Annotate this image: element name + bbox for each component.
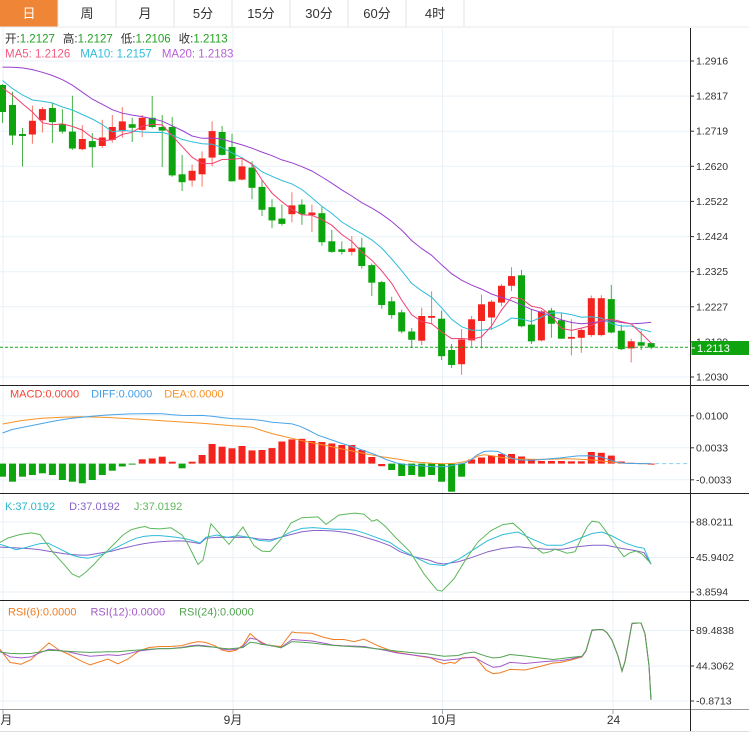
svg-text:-0.8713: -0.8713 xyxy=(696,696,732,708)
svg-text:8月: 8月 xyxy=(0,713,12,727)
svg-text:1.2227: 1.2227 xyxy=(696,301,728,313)
svg-text:60分: 60分 xyxy=(363,6,390,21)
svg-text:1.2424: 1.2424 xyxy=(696,231,728,243)
svg-text:1.2916: 1.2916 xyxy=(696,56,728,68)
svg-text:月: 月 xyxy=(138,6,151,21)
svg-text:1.2620: 1.2620 xyxy=(696,161,728,173)
svg-text:3.8594: 3.8594 xyxy=(696,587,728,599)
svg-text:88.0211: 88.0211 xyxy=(696,517,733,529)
svg-text:45.9402: 45.9402 xyxy=(696,552,734,564)
svg-text:5分: 5分 xyxy=(193,6,213,21)
svg-text:周: 周 xyxy=(80,6,93,21)
svg-text:4时: 4时 xyxy=(425,6,445,21)
svg-text:1.2817: 1.2817 xyxy=(696,91,728,103)
svg-text:1.2030: 1.2030 xyxy=(696,372,728,384)
svg-text:1.2325: 1.2325 xyxy=(696,266,728,278)
svg-text:0.0033: 0.0033 xyxy=(696,442,728,454)
svg-text:1.2522: 1.2522 xyxy=(696,196,728,208)
svg-text:10月: 10月 xyxy=(431,713,456,727)
svg-text:0.0100: 0.0100 xyxy=(696,410,728,422)
svg-text:-0.0033: -0.0033 xyxy=(696,474,732,486)
svg-text:1.2113: 1.2113 xyxy=(697,343,730,355)
svg-text:24: 24 xyxy=(607,713,621,727)
svg-text:44.3062: 44.3062 xyxy=(696,661,734,673)
svg-text:9月: 9月 xyxy=(224,713,243,727)
svg-text:89.4838: 89.4838 xyxy=(696,625,734,637)
svg-text:日: 日 xyxy=(22,6,35,21)
svg-text:1.2719: 1.2719 xyxy=(696,126,728,138)
svg-text:15分: 15分 xyxy=(247,6,274,21)
svg-text:30分: 30分 xyxy=(305,6,332,21)
